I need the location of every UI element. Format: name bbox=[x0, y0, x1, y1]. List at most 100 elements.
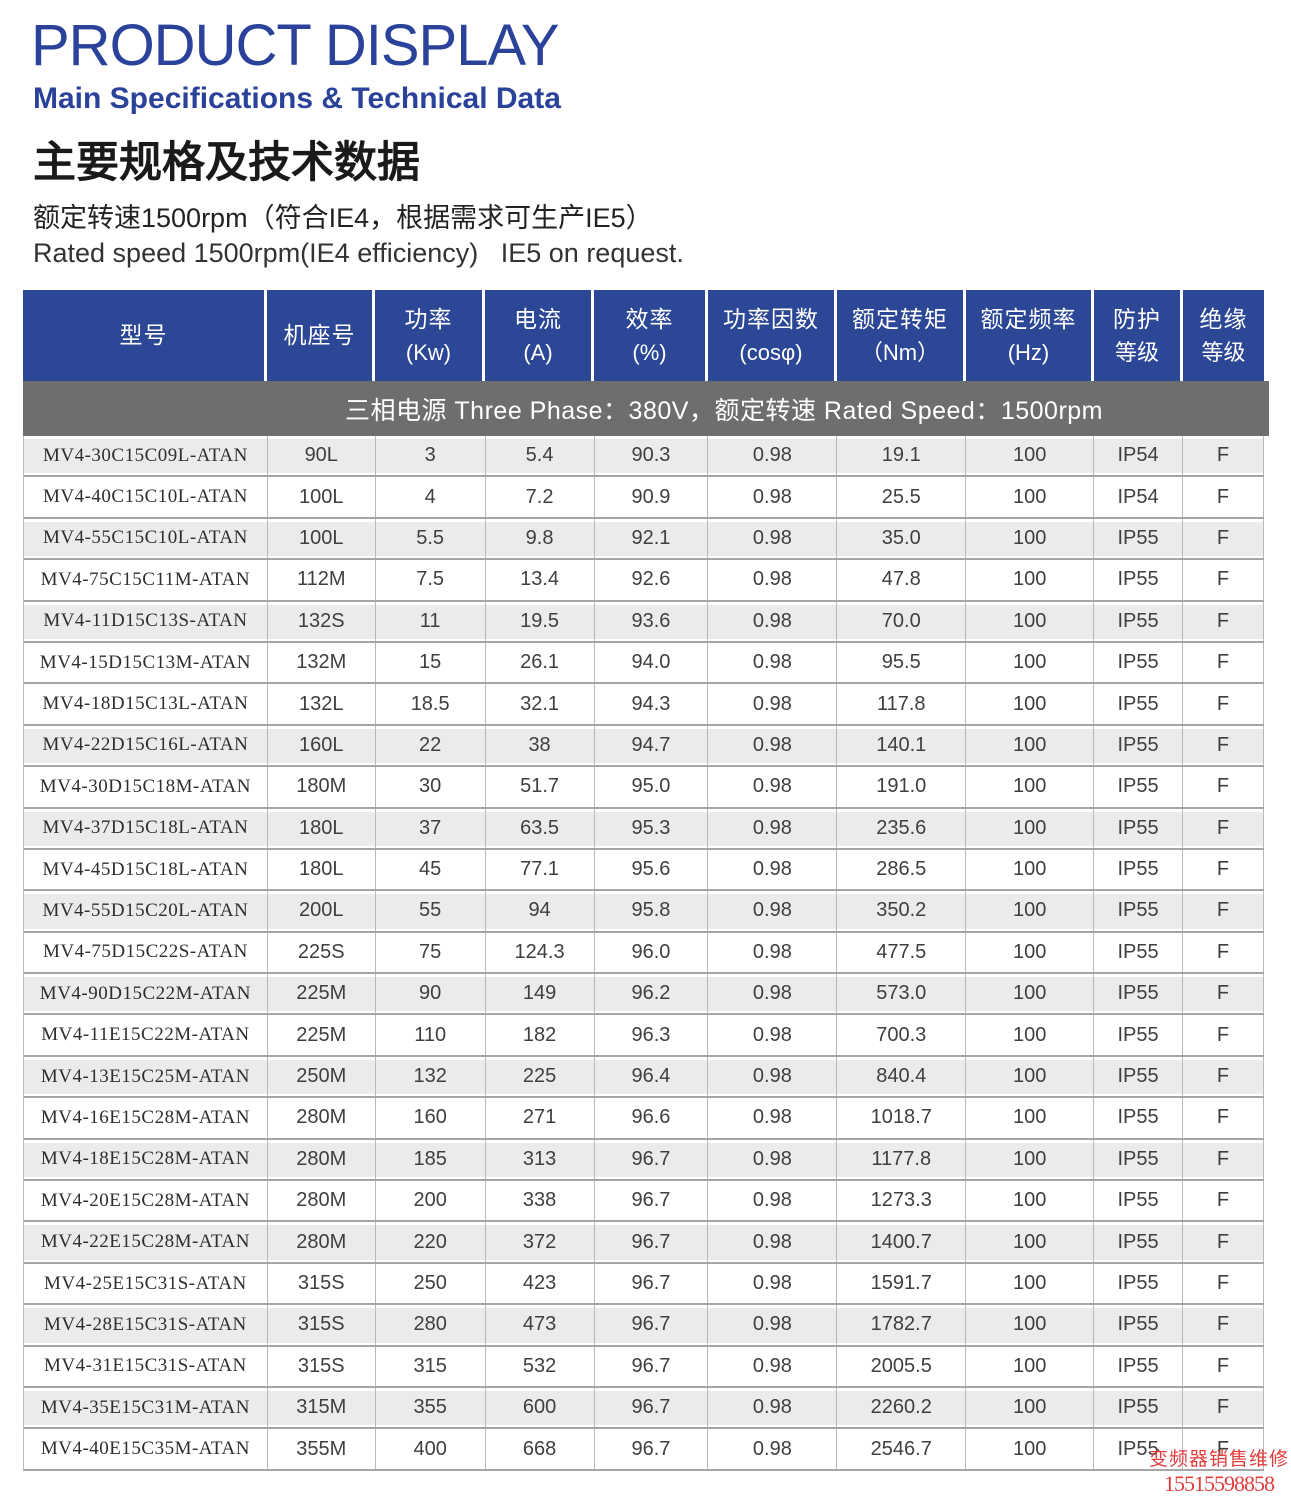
cell-frequency_hz: 100 bbox=[966, 725, 1095, 766]
cell-frame: 280M bbox=[268, 1139, 376, 1180]
cell-power_factor: 0.98 bbox=[708, 849, 838, 890]
cell-efficiency_pct: 95.3 bbox=[595, 808, 709, 848]
cell-current_a: 32.1 bbox=[486, 684, 595, 724]
cell-model: MV4-30D15C18M-ATAN bbox=[24, 767, 268, 807]
cell-frame: 250M bbox=[268, 1056, 376, 1097]
column-header-unit: (A) bbox=[523, 339, 553, 365]
cell-current_a: 668 bbox=[486, 1429, 595, 1469]
cell-insulation: F bbox=[1183, 642, 1264, 683]
cell-model: MV4-90D15C22M-ATAN bbox=[24, 974, 268, 1014]
cell-power_kw: 45 bbox=[376, 849, 486, 890]
cell-current_a: 19.5 bbox=[486, 601, 595, 641]
cell-efficiency_pct: 90.9 bbox=[595, 477, 709, 517]
cell-power_factor: 0.98 bbox=[708, 436, 838, 476]
cell-efficiency_pct: 96.7 bbox=[595, 1346, 709, 1386]
column-header-unit: (cosφ) bbox=[739, 339, 803, 365]
cell-protection: IP55 bbox=[1094, 725, 1184, 766]
cell-frequency_hz: 100 bbox=[966, 1263, 1095, 1304]
cell-torque_nm: 477.5 bbox=[837, 932, 967, 973]
cell-frequency_hz: 100 bbox=[966, 974, 1095, 1014]
cell-frequency_hz: 100 bbox=[966, 1015, 1095, 1055]
cell-protection: IP55 bbox=[1094, 1181, 1184, 1221]
watermark-phone: 15515598858 bbox=[1164, 1471, 1275, 1496]
column-header-power_factor: 功率因数 (cosφ) bbox=[708, 290, 837, 381]
cell-current_a: 532 bbox=[486, 1346, 595, 1386]
cell-power_factor: 0.98 bbox=[708, 601, 838, 641]
cell-current_a: 124.3 bbox=[486, 932, 595, 973]
cell-insulation: F bbox=[1183, 436, 1264, 476]
cell-power_factor: 0.98 bbox=[708, 808, 838, 848]
table-row: MV4-18D15C13L-ATAN 132L 18.5 32.1 94.3 0.98 11… bbox=[23, 684, 1264, 726]
cell-current_a: 473 bbox=[486, 1305, 595, 1345]
cell-frame: 225M bbox=[268, 974, 376, 1014]
cell-protection: IP54 bbox=[1094, 477, 1184, 517]
cell-power_kw: 75 bbox=[376, 932, 486, 973]
cell-model: MV4-11E15C22M-ATAN bbox=[24, 1015, 268, 1055]
cell-torque_nm: 191.0 bbox=[837, 767, 967, 807]
cell-power_kw: 11 bbox=[376, 601, 486, 641]
cell-protection: IP55 bbox=[1094, 767, 1184, 807]
cell-current_a: 225 bbox=[486, 1056, 595, 1097]
table-header-row: 型号 机座号 功率 (Kw) 电流 (A) 效率 (%) 功率因数 (cosφ) 额定转矩 （Nm）额… bbox=[23, 290, 1264, 381]
cell-frame: 315S bbox=[268, 1305, 376, 1345]
table-row: MV4-20E15C28M-ATAN 280M 200 338 96.7 0.98 1273… bbox=[23, 1181, 1264, 1223]
cell-model: MV4-37D15C18L-ATAN bbox=[24, 808, 268, 848]
spec-line-cn: 额定转速1500rpm（符合IE4，根据需求可生产IE5） bbox=[33, 203, 653, 233]
cell-frame: 132S bbox=[268, 601, 376, 641]
cell-insulation: F bbox=[1183, 477, 1264, 517]
cell-frame: 315S bbox=[268, 1263, 376, 1304]
cell-power_factor: 0.98 bbox=[708, 684, 838, 724]
cell-efficiency_pct: 94.3 bbox=[595, 684, 709, 724]
cell-protection: IP55 bbox=[1094, 974, 1184, 1014]
cell-protection: IP55 bbox=[1094, 1263, 1184, 1304]
heading-cn: 主要规格及技术数据 bbox=[33, 139, 420, 187]
cell-model: MV4-20E15C28M-ATAN bbox=[24, 1181, 268, 1221]
cell-power_kw: 200 bbox=[376, 1181, 486, 1221]
cell-efficiency_pct: 95.8 bbox=[595, 891, 709, 931]
cell-model: MV4-55D15C20L-ATAN bbox=[24, 891, 268, 931]
cell-protection: IP55 bbox=[1094, 1139, 1184, 1180]
cell-efficiency_pct: 96.7 bbox=[595, 1429, 709, 1469]
column-header-unit: 等级 bbox=[1201, 339, 1246, 365]
cell-power_factor: 0.98 bbox=[708, 1429, 838, 1469]
cell-current_a: 38 bbox=[486, 725, 595, 766]
cell-model: MV4-35E15C31M-ATAN bbox=[24, 1387, 268, 1428]
table-row: MV4-18E15C28M-ATAN 280M 185 313 96.7 0.98 1177… bbox=[23, 1139, 1264, 1182]
cell-frame: 280M bbox=[268, 1222, 376, 1262]
cell-torque_nm: 350.2 bbox=[837, 891, 967, 931]
table-row: MV4-11D15C13S-ATAN 132S 11 19.5 93.6 0.98 70.0… bbox=[23, 601, 1264, 643]
cell-model: MV4-16E15C28M-ATAN bbox=[24, 1098, 268, 1138]
cell-power_kw: 250 bbox=[376, 1263, 486, 1304]
cell-efficiency_pct: 96.3 bbox=[595, 1015, 709, 1055]
cell-protection: IP55 bbox=[1094, 1015, 1184, 1055]
cell-torque_nm: 25.5 bbox=[837, 477, 967, 517]
cell-efficiency_pct: 96.7 bbox=[595, 1139, 709, 1180]
cell-torque_nm: 95.5 bbox=[837, 642, 967, 683]
cell-frequency_hz: 100 bbox=[966, 601, 1095, 641]
cell-efficiency_pct: 92.1 bbox=[595, 518, 709, 559]
cell-frame: 315M bbox=[268, 1387, 376, 1428]
column-header-power_kw: 功率 (Kw) bbox=[375, 290, 485, 381]
cell-power_kw: 37 bbox=[376, 808, 486, 848]
column-header-unit: 等级 bbox=[1114, 339, 1159, 365]
cell-current_a: 313 bbox=[486, 1139, 595, 1180]
cell-frame: 180L bbox=[268, 808, 376, 848]
column-header-label: 防护 bbox=[1113, 305, 1161, 332]
power-supply-banner: 三相电源 Three Phase：380V，额定转速 Rated Speed：1… bbox=[23, 381, 1269, 436]
table-row: MV4-13E15C25M-ATAN 250M 132 225 96.4 0.98 840.… bbox=[23, 1056, 1264, 1099]
cell-model: MV4-40C15C10L-ATAN bbox=[24, 477, 268, 517]
cell-torque_nm: 1177.8 bbox=[837, 1139, 967, 1180]
cell-efficiency_pct: 95.0 bbox=[595, 767, 709, 807]
cell-frame: 132M bbox=[268, 642, 376, 683]
table-row: MV4-11E15C22M-ATAN 225M 110 182 96.3 0.98 700.… bbox=[23, 1015, 1264, 1057]
cell-frequency_hz: 100 bbox=[966, 684, 1095, 724]
cell-efficiency_pct: 90.3 bbox=[595, 436, 709, 476]
cell-efficiency_pct: 96.7 bbox=[595, 1387, 709, 1428]
watermark: 变频器销售维修 15515598858 bbox=[1146, 1448, 1291, 1496]
column-header-efficiency_pct: 效率 (%) bbox=[594, 290, 708, 381]
cell-power_factor: 0.98 bbox=[708, 767, 838, 807]
cell-model: MV4-18E15C28M-ATAN bbox=[24, 1139, 268, 1180]
cell-current_a: 63.5 bbox=[486, 808, 595, 848]
cell-protection: IP55 bbox=[1094, 684, 1184, 724]
cell-frequency_hz: 100 bbox=[966, 1346, 1095, 1386]
